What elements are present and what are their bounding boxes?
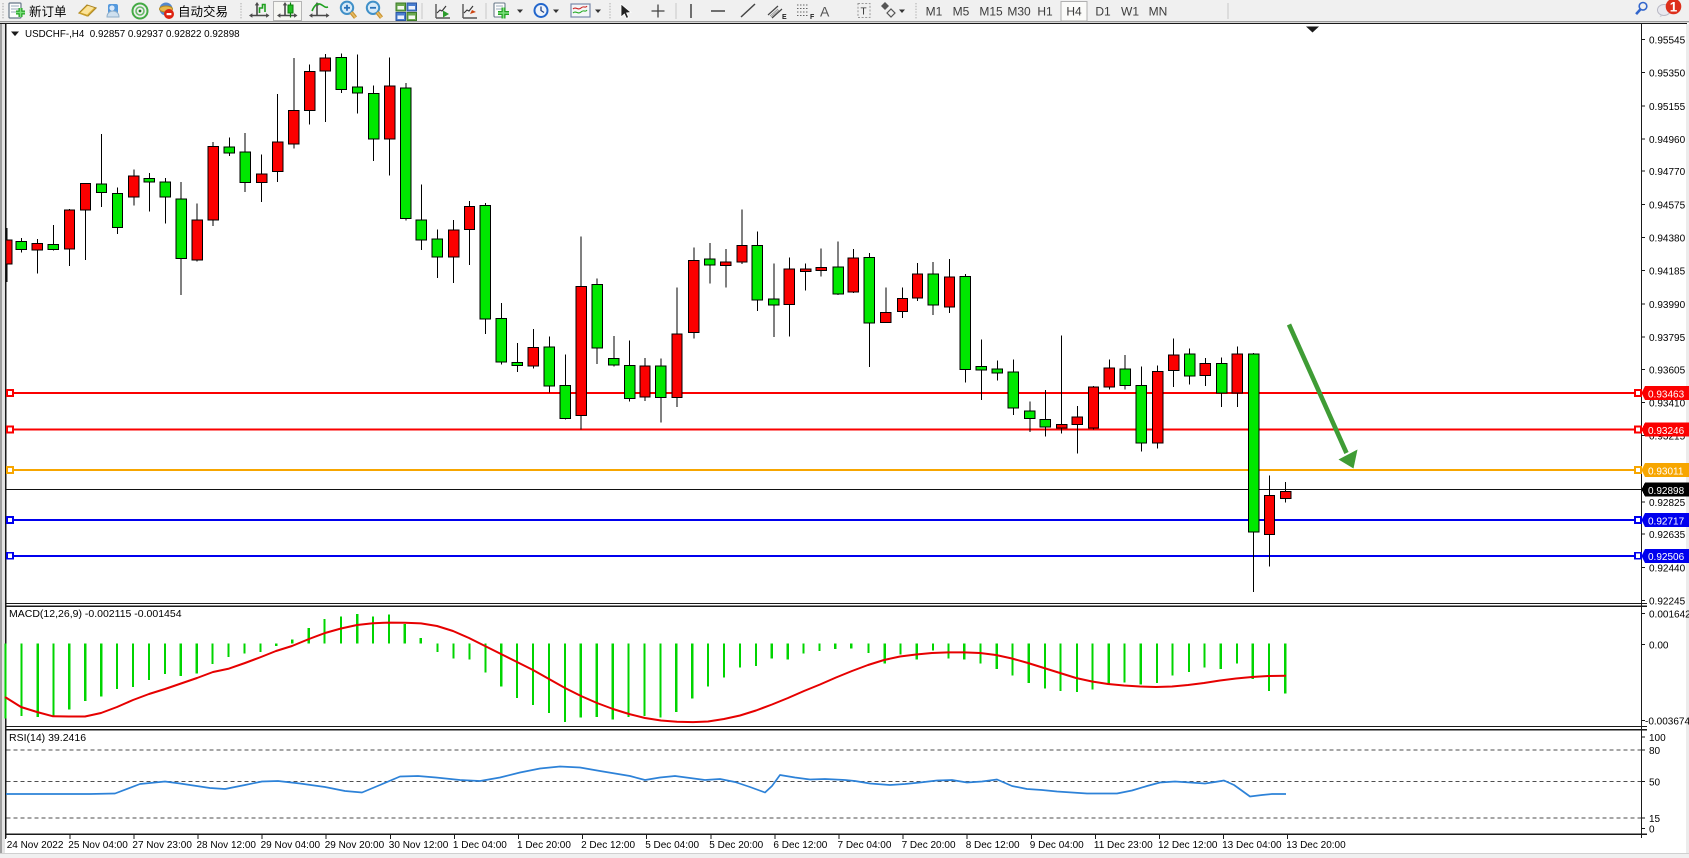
svg-text:13 Dec 04:00: 13 Dec 04:00: [1222, 840, 1282, 851]
svg-text:7 Dec 04:00: 7 Dec 04:00: [838, 840, 892, 851]
svg-text:5 Dec 04:00: 5 Dec 04:00: [645, 840, 699, 851]
svg-text:0.93795: 0.93795: [1649, 333, 1686, 344]
svg-text:0.00: 0.00: [1649, 641, 1669, 652]
svg-text:5 Dec 20:00: 5 Dec 20:00: [709, 840, 763, 851]
svg-text:H1: H1: [1037, 5, 1053, 19]
svg-text:1 Dec 20:00: 1 Dec 20:00: [517, 840, 571, 851]
svg-text:1: 1: [1670, 0, 1678, 14]
svg-text:0.93410: 0.93410: [1649, 398, 1686, 409]
svg-text:W1: W1: [1121, 5, 1139, 19]
svg-text:0.94960: 0.94960: [1649, 135, 1686, 146]
svg-text:0.93011: 0.93011: [1648, 466, 1684, 477]
svg-text:0.92635: 0.92635: [1649, 530, 1686, 541]
svg-text:9 Dec 04:00: 9 Dec 04:00: [1030, 840, 1084, 851]
svg-text:24 Nov 2022: 24 Nov 2022: [7, 840, 64, 851]
svg-text:0.94575: 0.94575: [1649, 200, 1686, 211]
svg-text:A: A: [820, 4, 830, 20]
svg-text:M30: M30: [1007, 5, 1031, 19]
svg-text:80: 80: [1649, 746, 1661, 757]
svg-text:29 Nov 04:00: 29 Nov 04:00: [261, 840, 321, 851]
svg-text:50: 50: [1649, 778, 1661, 789]
svg-text:E: E: [782, 14, 787, 21]
svg-text:25 Nov 04:00: 25 Nov 04:00: [68, 840, 128, 851]
svg-text:T: T: [861, 7, 867, 18]
svg-text:0.92717: 0.92717: [1648, 516, 1685, 527]
svg-text:8 Dec 12:00: 8 Dec 12:00: [966, 840, 1020, 851]
svg-text:0.93463: 0.93463: [1648, 389, 1685, 400]
svg-text:0.92245: 0.92245: [1649, 597, 1686, 608]
svg-text:0.95545: 0.95545: [1649, 36, 1686, 47]
svg-text:0.93990: 0.93990: [1649, 300, 1686, 311]
svg-text:0.93605: 0.93605: [1649, 365, 1686, 376]
svg-text:M1: M1: [926, 5, 943, 19]
svg-text:-0.003674: -0.003674: [1645, 717, 1689, 728]
svg-text:28 Nov 12:00: 28 Nov 12:00: [197, 840, 257, 851]
svg-text:RSI(14) 39.2416: RSI(14) 39.2416: [9, 732, 86, 744]
svg-text:M15: M15: [979, 5, 1003, 19]
svg-text:0.92825: 0.92825: [1649, 498, 1686, 509]
svg-text:0.92506: 0.92506: [1648, 552, 1685, 563]
svg-text:30 Nov 12:00: 30 Nov 12:00: [389, 840, 449, 851]
svg-text:0.93215: 0.93215: [1649, 432, 1686, 443]
svg-text:100: 100: [1649, 733, 1666, 744]
svg-text:D1: D1: [1095, 5, 1111, 19]
svg-text:MACD(12,26,9) -0.002115 -0.001: MACD(12,26,9) -0.002115 -0.001454: [9, 608, 182, 620]
svg-text:0.92898: 0.92898: [1648, 486, 1685, 497]
svg-text:15: 15: [1649, 814, 1661, 825]
svg-text:F: F: [810, 14, 815, 21]
svg-text:新订单: 新订单: [29, 4, 67, 19]
svg-text:MN: MN: [1149, 5, 1168, 19]
svg-text:7 Dec 20:00: 7 Dec 20:00: [902, 840, 956, 851]
svg-text:0.92440: 0.92440: [1649, 563, 1686, 574]
svg-text:0.94770: 0.94770: [1649, 167, 1686, 178]
svg-text:0.95350: 0.95350: [1649, 69, 1686, 80]
svg-text:29 Nov 20:00: 29 Nov 20:00: [325, 840, 385, 851]
svg-text:13 Dec 20:00: 13 Dec 20:00: [1286, 840, 1346, 851]
svg-text:USDCHF-,H4 0.92857 0.92937 0.: USDCHF-,H4 0.92857 0.92937 0.92822 0.928…: [25, 29, 240, 40]
svg-text:M5: M5: [953, 5, 970, 19]
svg-text:自动交易: 自动交易: [178, 4, 228, 19]
svg-text:0.95155: 0.95155: [1649, 102, 1686, 113]
svg-text:0.94185: 0.94185: [1649, 267, 1686, 278]
svg-text:27 Nov 23:00: 27 Nov 23:00: [132, 840, 192, 851]
svg-text:H4: H4: [1066, 5, 1082, 19]
svg-text:0: 0: [1649, 825, 1655, 836]
svg-text:2 Dec 12:00: 2 Dec 12:00: [581, 840, 635, 851]
svg-text:0.001642: 0.001642: [1649, 610, 1689, 621]
svg-text:12 Dec 12:00: 12 Dec 12:00: [1158, 840, 1218, 851]
svg-text:6 Dec 12:00: 6 Dec 12:00: [773, 840, 827, 851]
svg-text:1 Dec 04:00: 1 Dec 04:00: [453, 840, 507, 851]
svg-text:0.93246: 0.93246: [1648, 426, 1685, 437]
svg-text:0.94380: 0.94380: [1649, 234, 1686, 245]
svg-text:11 Dec 23:00: 11 Dec 23:00: [1094, 840, 1153, 851]
